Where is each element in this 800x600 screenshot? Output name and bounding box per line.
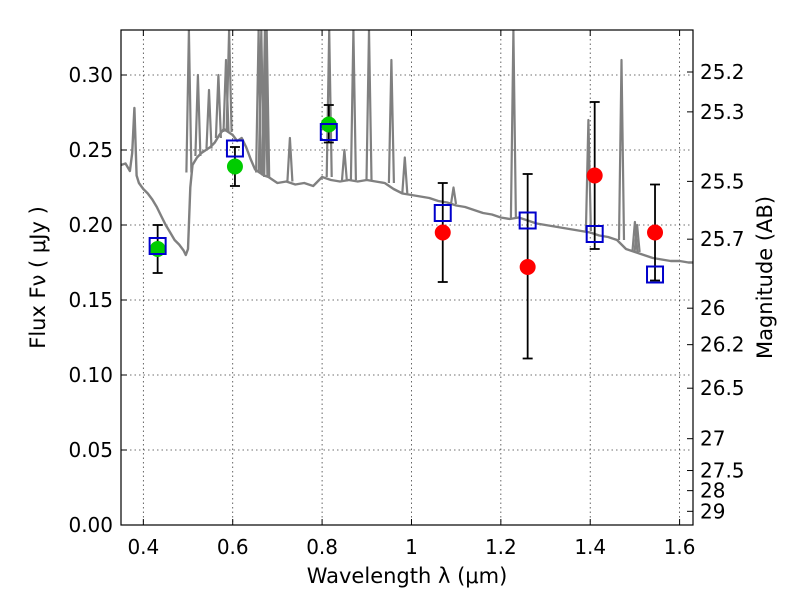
photometry-point: [226, 158, 243, 175]
emission-line-spike: [205, 88, 213, 149]
model-flux-square: [518, 211, 537, 230]
x-tick-label: 1: [405, 535, 418, 559]
model-flux-square: [433, 204, 452, 222]
emission-line-spike: [449, 186, 458, 205]
model-flux-square: [585, 225, 604, 243]
emission-line-spike: [387, 58, 395, 184]
photometry-point: [434, 224, 451, 241]
emission-line-spike: [633, 223, 641, 253]
emission-line-spike: [263, 30, 271, 178]
emission-line-spike: [401, 156, 409, 194]
y-tick-label: 0.30: [68, 63, 113, 87]
y2-tick-label: 26.2: [700, 333, 745, 357]
y2-tick-label: 26.5: [700, 376, 745, 400]
y2-tick-label: 25.2: [700, 60, 745, 84]
x-axis-label: Wavelength λ (μm): [307, 564, 508, 588]
x-tick-label: 0.8: [306, 535, 338, 559]
model-flux-square: [319, 123, 338, 141]
y-tick-label: 0.20: [68, 213, 113, 237]
y-tick-label: 0.15: [68, 288, 113, 312]
y2-tick-label: 25.7: [700, 227, 745, 251]
y2-tick-label: 25.5: [700, 169, 745, 193]
ticks-layer: 0.4 0.6 0.8 1 1.2 1.4 1.6 0.00 0.05 0.10 0.15 0.20 0…: [68, 30, 745, 559]
photometry-point: [647, 224, 664, 241]
model-spectrum-line: [121, 106, 693, 264]
y2-tick-label: 26: [700, 296, 725, 320]
model-flux-square: [148, 237, 167, 255]
y2-tick-label: 28: [700, 479, 725, 503]
plot-frame: [120, 29, 694, 526]
emission-line-spike: [325, 30, 333, 178]
emission-line-spike: [185, 30, 193, 173]
y2-tick-label: 25.3: [700, 100, 745, 124]
grid-layer: [121, 30, 693, 526]
right-axis-label: Magnitude (AB): [753, 196, 777, 359]
y-tick-label: 0.00: [68, 513, 113, 537]
emission-line-spike: [194, 73, 202, 157]
x-tick-label: 1.2: [485, 535, 517, 559]
emission-line-spike: [340, 148, 348, 182]
emission-line-spike: [214, 73, 222, 139]
x-tick-label: 1.6: [664, 535, 696, 559]
emission-line-spike: [225, 30, 233, 133]
emission-line-spike: [584, 118, 592, 232]
emission-line-spike: [286, 136, 294, 182]
emission-line-spike: [261, 30, 269, 176]
emission-line-spike: [509, 30, 517, 220]
y-tick-label: 0.10: [68, 363, 113, 387]
y-axis-label: Flux Fν ( μJy ): [26, 206, 50, 349]
emission-line-spike: [617, 58, 626, 241]
y2-tick-label: 27: [700, 427, 725, 451]
x-tick-label: 1.4: [574, 535, 606, 559]
model-flux-square: [225, 139, 244, 158]
plot-area: [121, 30, 693, 360]
x-tick-label: 0.4: [127, 535, 159, 559]
photometry-point: [519, 259, 536, 275]
photometry-point: [586, 167, 603, 184]
y-tick-label: 0.25: [68, 138, 113, 162]
y2-tick-label: 29: [700, 499, 725, 523]
y2-tick-label: 27.5: [700, 459, 745, 483]
y-tick-label: 0.05: [68, 438, 113, 462]
model-flux-square: [646, 265, 665, 284]
emission-line-spike: [365, 30, 373, 181]
emission-line-spike: [349, 30, 357, 181]
x-tick-label: 0.6: [217, 535, 249, 559]
